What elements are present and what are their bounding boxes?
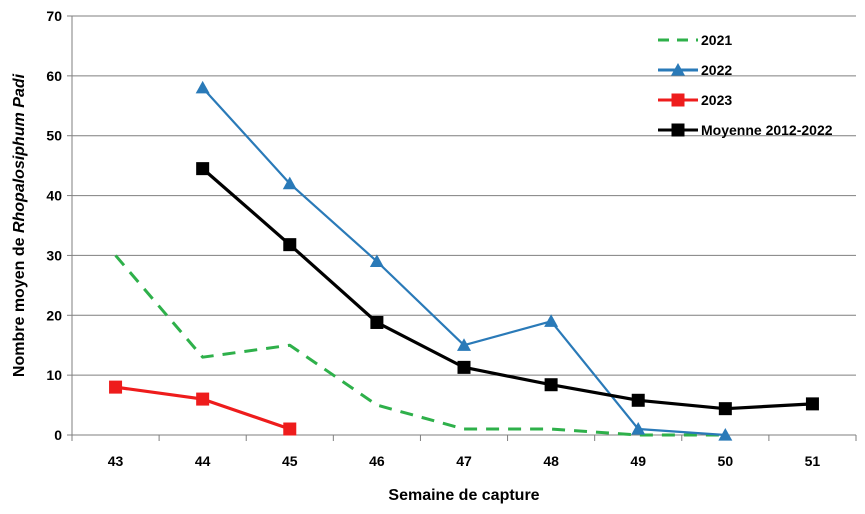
data-point — [283, 238, 297, 252]
legend-label: 2022 — [701, 62, 732, 78]
y-axis-title-species: Rhopalosiphum Padi — [11, 73, 28, 233]
x-tick-label: 44 — [195, 453, 211, 469]
y-tick-label: 30 — [46, 247, 62, 263]
series-group — [109, 80, 819, 441]
x-tick-label: 47 — [456, 453, 472, 469]
y-axis-title-prefix: Nombre moyen de — [11, 233, 28, 377]
legend-marker — [671, 93, 685, 107]
series-2022 — [195, 80, 733, 441]
legend: 2021 2022 2023 Moyenne 2012-2022 — [658, 32, 833, 138]
legend-item-2023: 2023 — [658, 92, 732, 108]
legend-marker — [671, 63, 685, 76]
y-tick-label: 60 — [46, 68, 62, 84]
series-2021 — [114, 254, 726, 437]
data-point — [109, 380, 123, 394]
gridlines — [72, 15, 856, 376]
data-point — [370, 315, 384, 329]
data-point — [282, 176, 297, 190]
x-tick-label: 46 — [369, 453, 385, 469]
data-point — [369, 254, 384, 268]
data-point — [805, 397, 819, 411]
x-tick-label: 49 — [630, 453, 646, 469]
data-point — [196, 162, 210, 176]
series-moyenne-2012-2022 — [196, 162, 819, 416]
legend-label: Moyenne 2012-2022 — [701, 122, 833, 138]
data-point — [718, 428, 733, 441]
series-line — [201, 167, 813, 411]
x-axis-title: Semaine de capture — [388, 487, 539, 504]
y-tick-label: 50 — [46, 128, 62, 144]
x-tick-label: 43 — [108, 453, 124, 469]
data-point — [631, 422, 646, 435]
y-axis-title: Nombre moyen de Rhopalosiphum Padi — [11, 73, 28, 377]
data-point — [457, 338, 471, 351]
data-point — [457, 360, 471, 374]
data-point — [283, 422, 297, 436]
legend-label: 2023 — [701, 92, 732, 108]
x-tick-label: 50 — [718, 453, 734, 469]
series-2023 — [109, 380, 297, 436]
data-point — [544, 378, 558, 392]
y-tick-label: 10 — [46, 367, 62, 383]
data-point — [195, 80, 210, 94]
legend-marker — [671, 123, 685, 137]
legend-item-2022: 2022 — [658, 62, 732, 78]
series-line — [114, 254, 726, 437]
data-point — [544, 314, 559, 327]
y-tick-label: 0 — [54, 427, 62, 443]
legend-item-2021: 2021 — [658, 32, 732, 48]
axes: 0 10 20 30 40 50 60 70 43 44 45 46 47 48 49 50 51 — [46, 8, 857, 469]
data-point — [631, 393, 645, 407]
x-tick-label: 45 — [282, 453, 298, 469]
y-tick-label: 20 — [46, 307, 62, 323]
legend-label: 2021 — [701, 32, 732, 48]
data-point — [718, 402, 732, 416]
x-tick-label: 48 — [543, 453, 559, 469]
y-tick-label: 40 — [46, 188, 62, 204]
x-tick-label: 51 — [805, 453, 821, 469]
series-line — [201, 87, 726, 437]
data-point — [196, 392, 210, 406]
legend-item-moyenne-2012-2022: Moyenne 2012-2022 — [658, 122, 833, 138]
y-tick-label: 70 — [46, 8, 62, 24]
